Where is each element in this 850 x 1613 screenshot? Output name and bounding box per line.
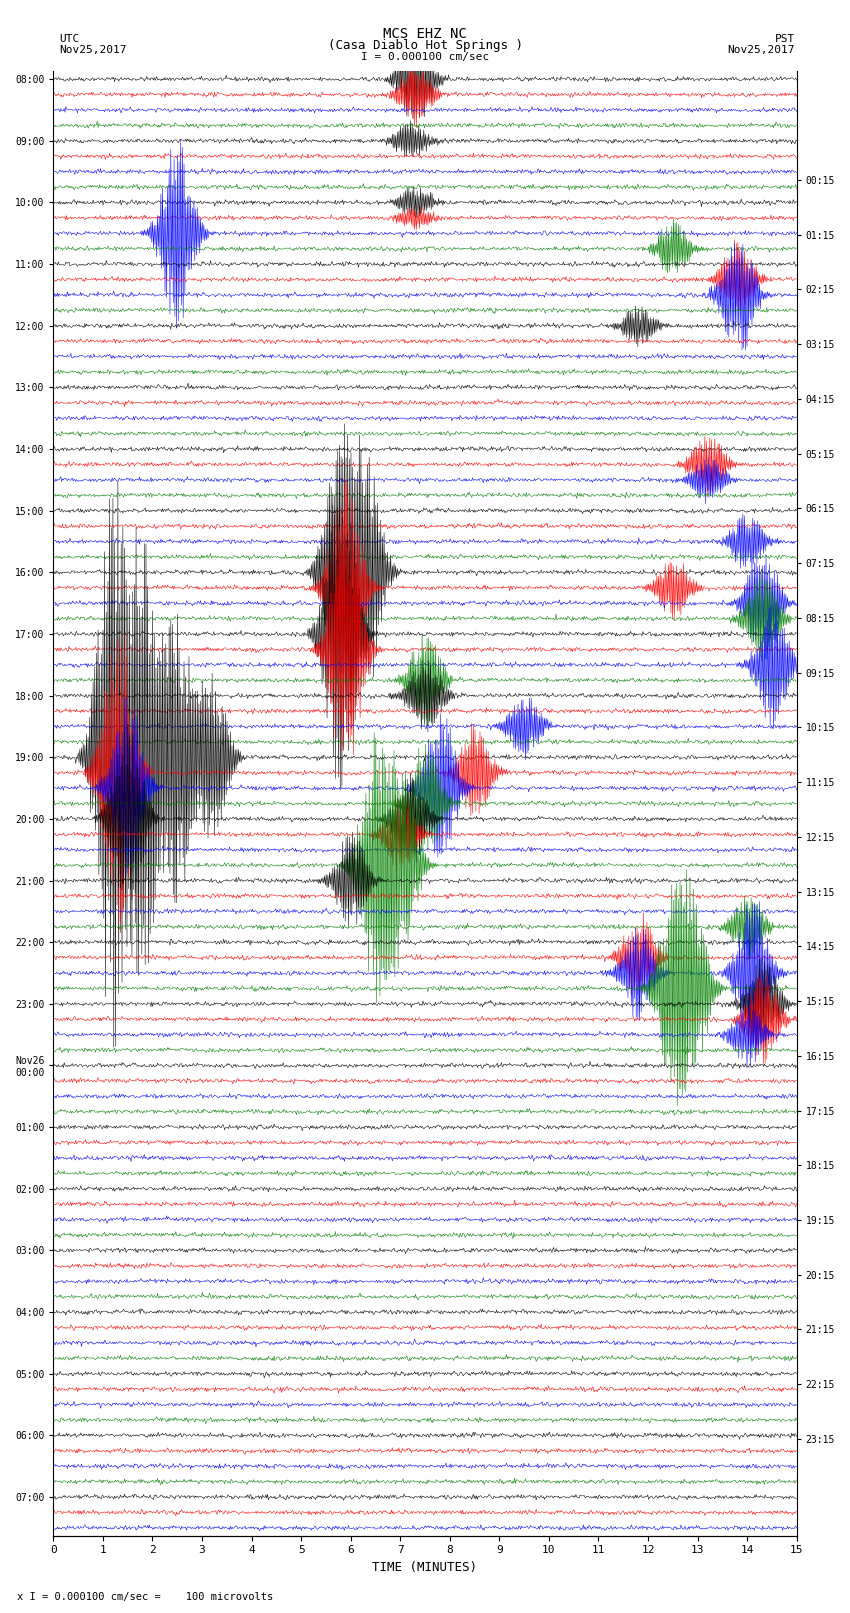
Text: x I = 0.000100 cm/sec =    100 microvolts: x I = 0.000100 cm/sec = 100 microvolts	[17, 1592, 273, 1602]
Text: UTC: UTC	[60, 34, 80, 44]
Text: Nov25,2017: Nov25,2017	[60, 45, 127, 55]
Text: (Casa Diablo Hot Springs ): (Casa Diablo Hot Springs )	[327, 39, 523, 52]
Text: I = 0.000100 cm/sec: I = 0.000100 cm/sec	[361, 52, 489, 61]
Text: PST: PST	[774, 34, 795, 44]
X-axis label: TIME (MINUTES): TIME (MINUTES)	[372, 1561, 478, 1574]
Text: Nov25,2017: Nov25,2017	[728, 45, 795, 55]
Text: MCS EHZ NC: MCS EHZ NC	[383, 27, 467, 42]
